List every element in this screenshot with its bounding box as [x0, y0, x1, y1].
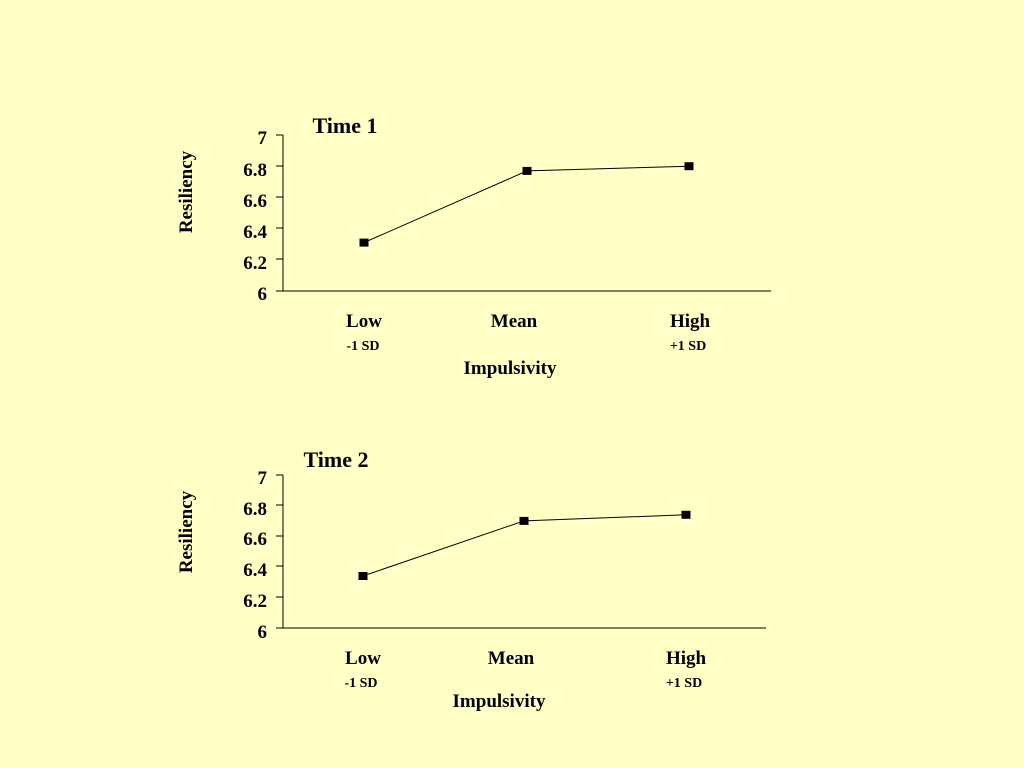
y-tick-label: 6.6: [243, 191, 267, 212]
y-tick-label: 6.4: [243, 560, 267, 581]
y-tick-label: 7: [258, 468, 268, 489]
chart-time-1: Time 1 Resiliency 7 6.8 6.6 6.4 6.2 6 Lo…: [176, 113, 771, 379]
data-point: [359, 238, 369, 247]
series-plot: [359, 162, 694, 247]
chart-time-2: Time 2 Resiliency 7 6.8 6.6 6.4 6.2 6 Lo…: [176, 447, 766, 712]
x-tick-label-high: High: [666, 648, 707, 669]
x-tick-sublabel-low: -1 SD: [346, 339, 379, 354]
x-tick-label-low: Low: [346, 311, 382, 332]
y-tick-label: 6.8: [243, 160, 267, 181]
chart-title: Time 2: [304, 447, 369, 472]
data-point: [522, 166, 532, 175]
y-tick-label: 6: [258, 284, 268, 305]
x-tick-sublabel-low: -1 SD: [344, 676, 377, 691]
x-axis-label: Impulsivity: [453, 691, 546, 712]
x-tick-sublabel-high: +1 SD: [670, 339, 706, 354]
y-axis-label: Resiliency: [176, 150, 197, 233]
y-tick-label: 6.2: [243, 253, 267, 274]
data-point: [519, 516, 529, 525]
x-tick-label-mean: Mean: [488, 648, 535, 669]
y-axis-label: Resiliency: [176, 490, 197, 573]
y-ticks: 7 6.8 6.6 6.4 6.2 6: [243, 128, 283, 305]
data-point: [681, 510, 691, 519]
x-tick-label-mean: Mean: [491, 311, 538, 332]
y-ticks: 7 6.8 6.6 6.4 6.2 6: [243, 468, 283, 643]
x-tick-labels: Low -1 SD Mean High +1 SD: [344, 648, 706, 691]
y-tick-label: 6.6: [243, 529, 267, 550]
x-tick-sublabel-high: +1 SD: [666, 676, 702, 691]
series-line: [363, 165, 690, 244]
y-tick-label: 6: [258, 622, 268, 643]
y-tick-label: 7: [258, 128, 268, 149]
x-tick-label-low: Low: [345, 648, 381, 669]
y-tick-label: 6.8: [243, 499, 267, 520]
data-point: [684, 162, 694, 171]
x-axis-label: Impulsivity: [464, 358, 557, 379]
x-tick-label-high: High: [670, 311, 711, 332]
y-tick-label: 6.2: [243, 591, 267, 612]
y-tick-label: 6.4: [243, 222, 267, 243]
data-point: [358, 572, 368, 580]
series-plot: [358, 510, 691, 580]
x-tick-labels: Low -1 SD Mean High +1 SD: [346, 311, 710, 354]
chart-title: Time 1: [313, 113, 378, 138]
